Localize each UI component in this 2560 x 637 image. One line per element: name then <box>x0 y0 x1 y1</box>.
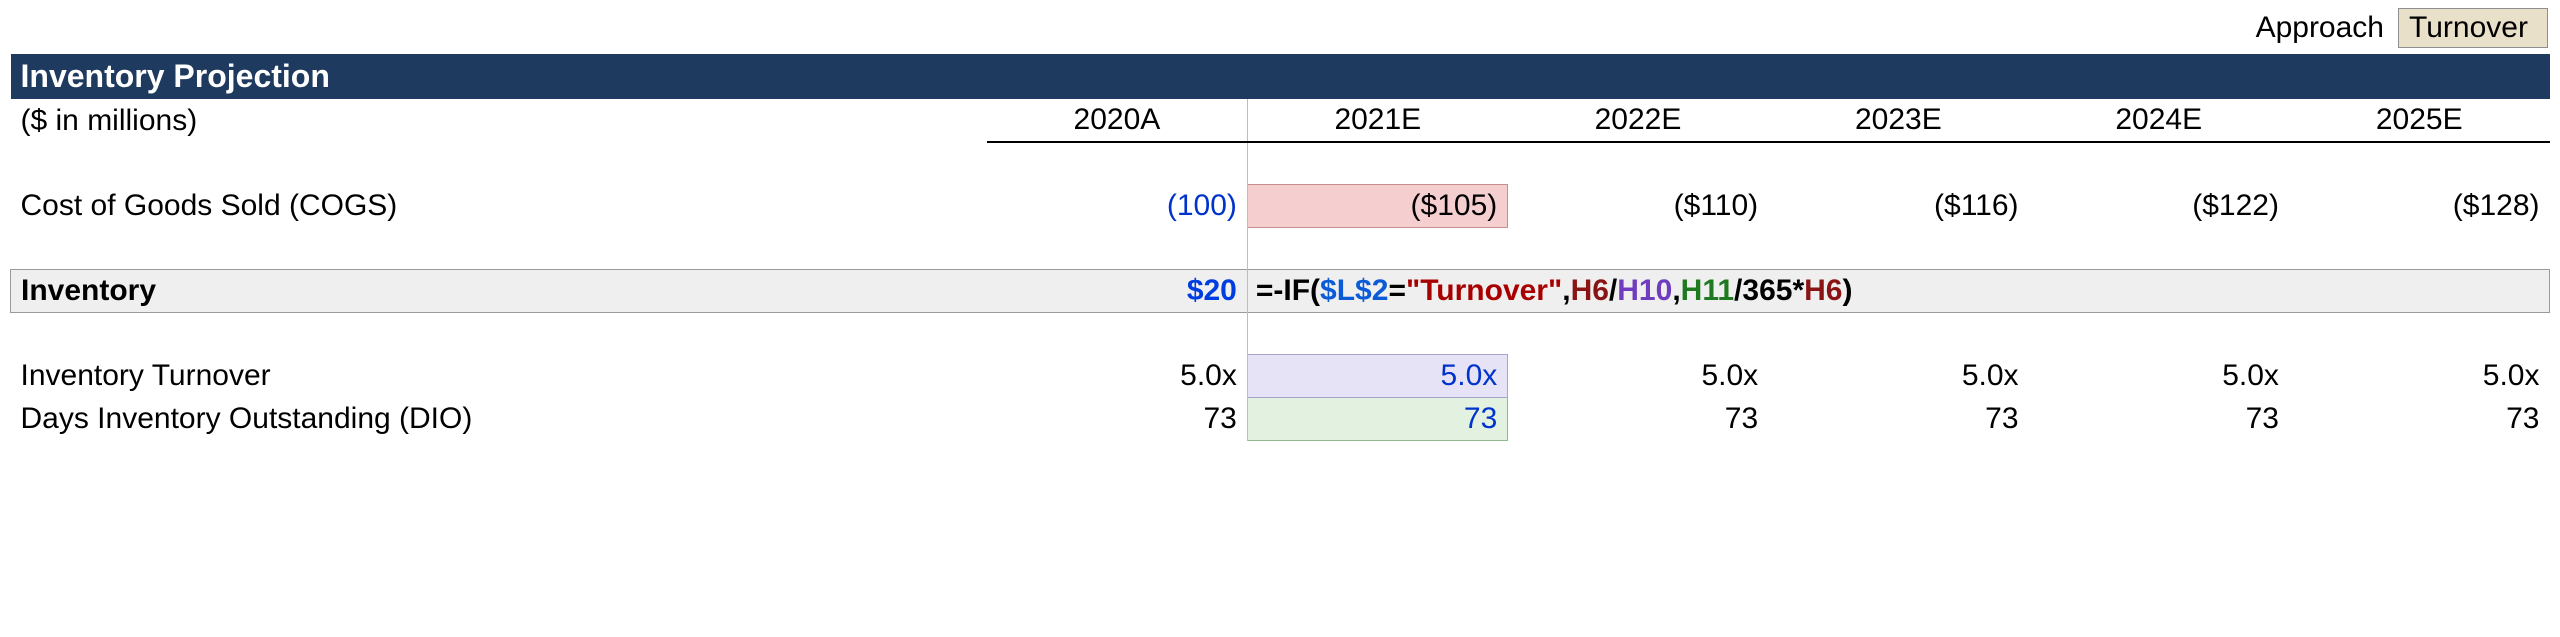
units-label: ($ in millions) <box>11 99 987 142</box>
formula-text: ) <box>1843 274 1853 307</box>
year-header: 2021E <box>1247 99 1507 142</box>
approach-selector: Approach Turnover <box>10 8 2550 48</box>
dio-2024[interactable]: 73 <box>2029 397 2289 440</box>
formula-text: =-IF( <box>1256 274 1320 307</box>
inventory-row: Inventory $20 =-IF($L$2="Turnover",H6/H1… <box>11 269 2550 312</box>
cogs-2024[interactable]: ($122) <box>2029 184 2289 227</box>
title-row: Inventory Projection <box>11 54 2550 99</box>
formula-ref: H6 <box>1571 274 1609 307</box>
formula-text: * <box>1792 274 1804 307</box>
turnover-row: Inventory Turnover 5.0x 5.0x 5.0x 5.0x 5… <box>11 354 2550 397</box>
row-label: Days Inventory Outstanding (DIO) <box>11 397 987 440</box>
dio-2020[interactable]: 73 <box>987 397 1247 440</box>
turnover-2025[interactable]: 5.0x <box>2289 354 2550 397</box>
turnover-2023[interactable]: 5.0x <box>1768 354 2028 397</box>
row-label: Cost of Goods Sold (COGS) <box>11 184 987 227</box>
dio-row: Days Inventory Outstanding (DIO) 73 73 7… <box>11 397 2550 440</box>
turnover-2021[interactable]: 5.0x <box>1247 354 1507 397</box>
row-label: Inventory <box>11 269 987 312</box>
dio-2023[interactable]: 73 <box>1768 397 2028 440</box>
dio-2022[interactable]: 73 <box>1508 397 1768 440</box>
formula-ref: H11 <box>1681 274 1734 307</box>
year-header: 2020A <box>987 99 1247 142</box>
section-title: Inventory Projection <box>11 54 2550 99</box>
dio-2025[interactable]: 73 <box>2289 397 2550 440</box>
dio-2021[interactable]: 73 <box>1247 397 1507 440</box>
formula-ref: H10 <box>1617 274 1672 307</box>
formula-ref: H6 <box>1804 274 1842 307</box>
formula-text: , <box>1562 274 1570 307</box>
cogs-2025[interactable]: ($128) <box>2289 184 2550 227</box>
turnover-2022[interactable]: 5.0x <box>1508 354 1768 397</box>
row-label: Inventory Turnover <box>11 354 987 397</box>
spacer-row <box>11 142 2550 184</box>
cogs-2022[interactable]: ($110) <box>1508 184 1768 227</box>
cogs-2020[interactable]: (100) <box>987 184 1247 227</box>
year-header: 2023E <box>1768 99 2028 142</box>
turnover-2020[interactable]: 5.0x <box>987 354 1247 397</box>
year-header: 2025E <box>2289 99 2550 142</box>
inventory-2020[interactable]: $20 <box>987 269 1247 312</box>
header-row: ($ in millions) 2020A 2021E 2022E 2023E … <box>11 99 2550 142</box>
spacer-row <box>11 312 2550 354</box>
cogs-2021[interactable]: ($105) <box>1247 184 1507 227</box>
cogs-2023[interactable]: ($116) <box>1768 184 2028 227</box>
approach-label: Approach <box>2256 11 2384 45</box>
inventory-formula-cell[interactable]: =-IF($L$2="Turnover",H6/H10,H11/365*H6) <box>1247 269 2549 312</box>
formula-string: "Turnover" <box>1406 274 1562 307</box>
formula-text: = <box>1388 274 1406 307</box>
approach-dropdown[interactable]: Turnover <box>2398 8 2548 48</box>
year-header: 2024E <box>2029 99 2289 142</box>
formula-ref-abs: $L$2 <box>1320 274 1388 307</box>
formula-literal: 365 <box>1742 274 1792 307</box>
projection-table: Inventory Projection ($ in millions) 202… <box>10 54 2550 441</box>
formula-text: , <box>1672 274 1680 307</box>
cogs-row: Cost of Goods Sold (COGS) (100) ($105) (… <box>11 184 2550 227</box>
formula-text: / <box>1609 274 1617 307</box>
spacer-row <box>11 227 2550 269</box>
year-header: 2022E <box>1508 99 1768 142</box>
turnover-2024[interactable]: 5.0x <box>2029 354 2289 397</box>
